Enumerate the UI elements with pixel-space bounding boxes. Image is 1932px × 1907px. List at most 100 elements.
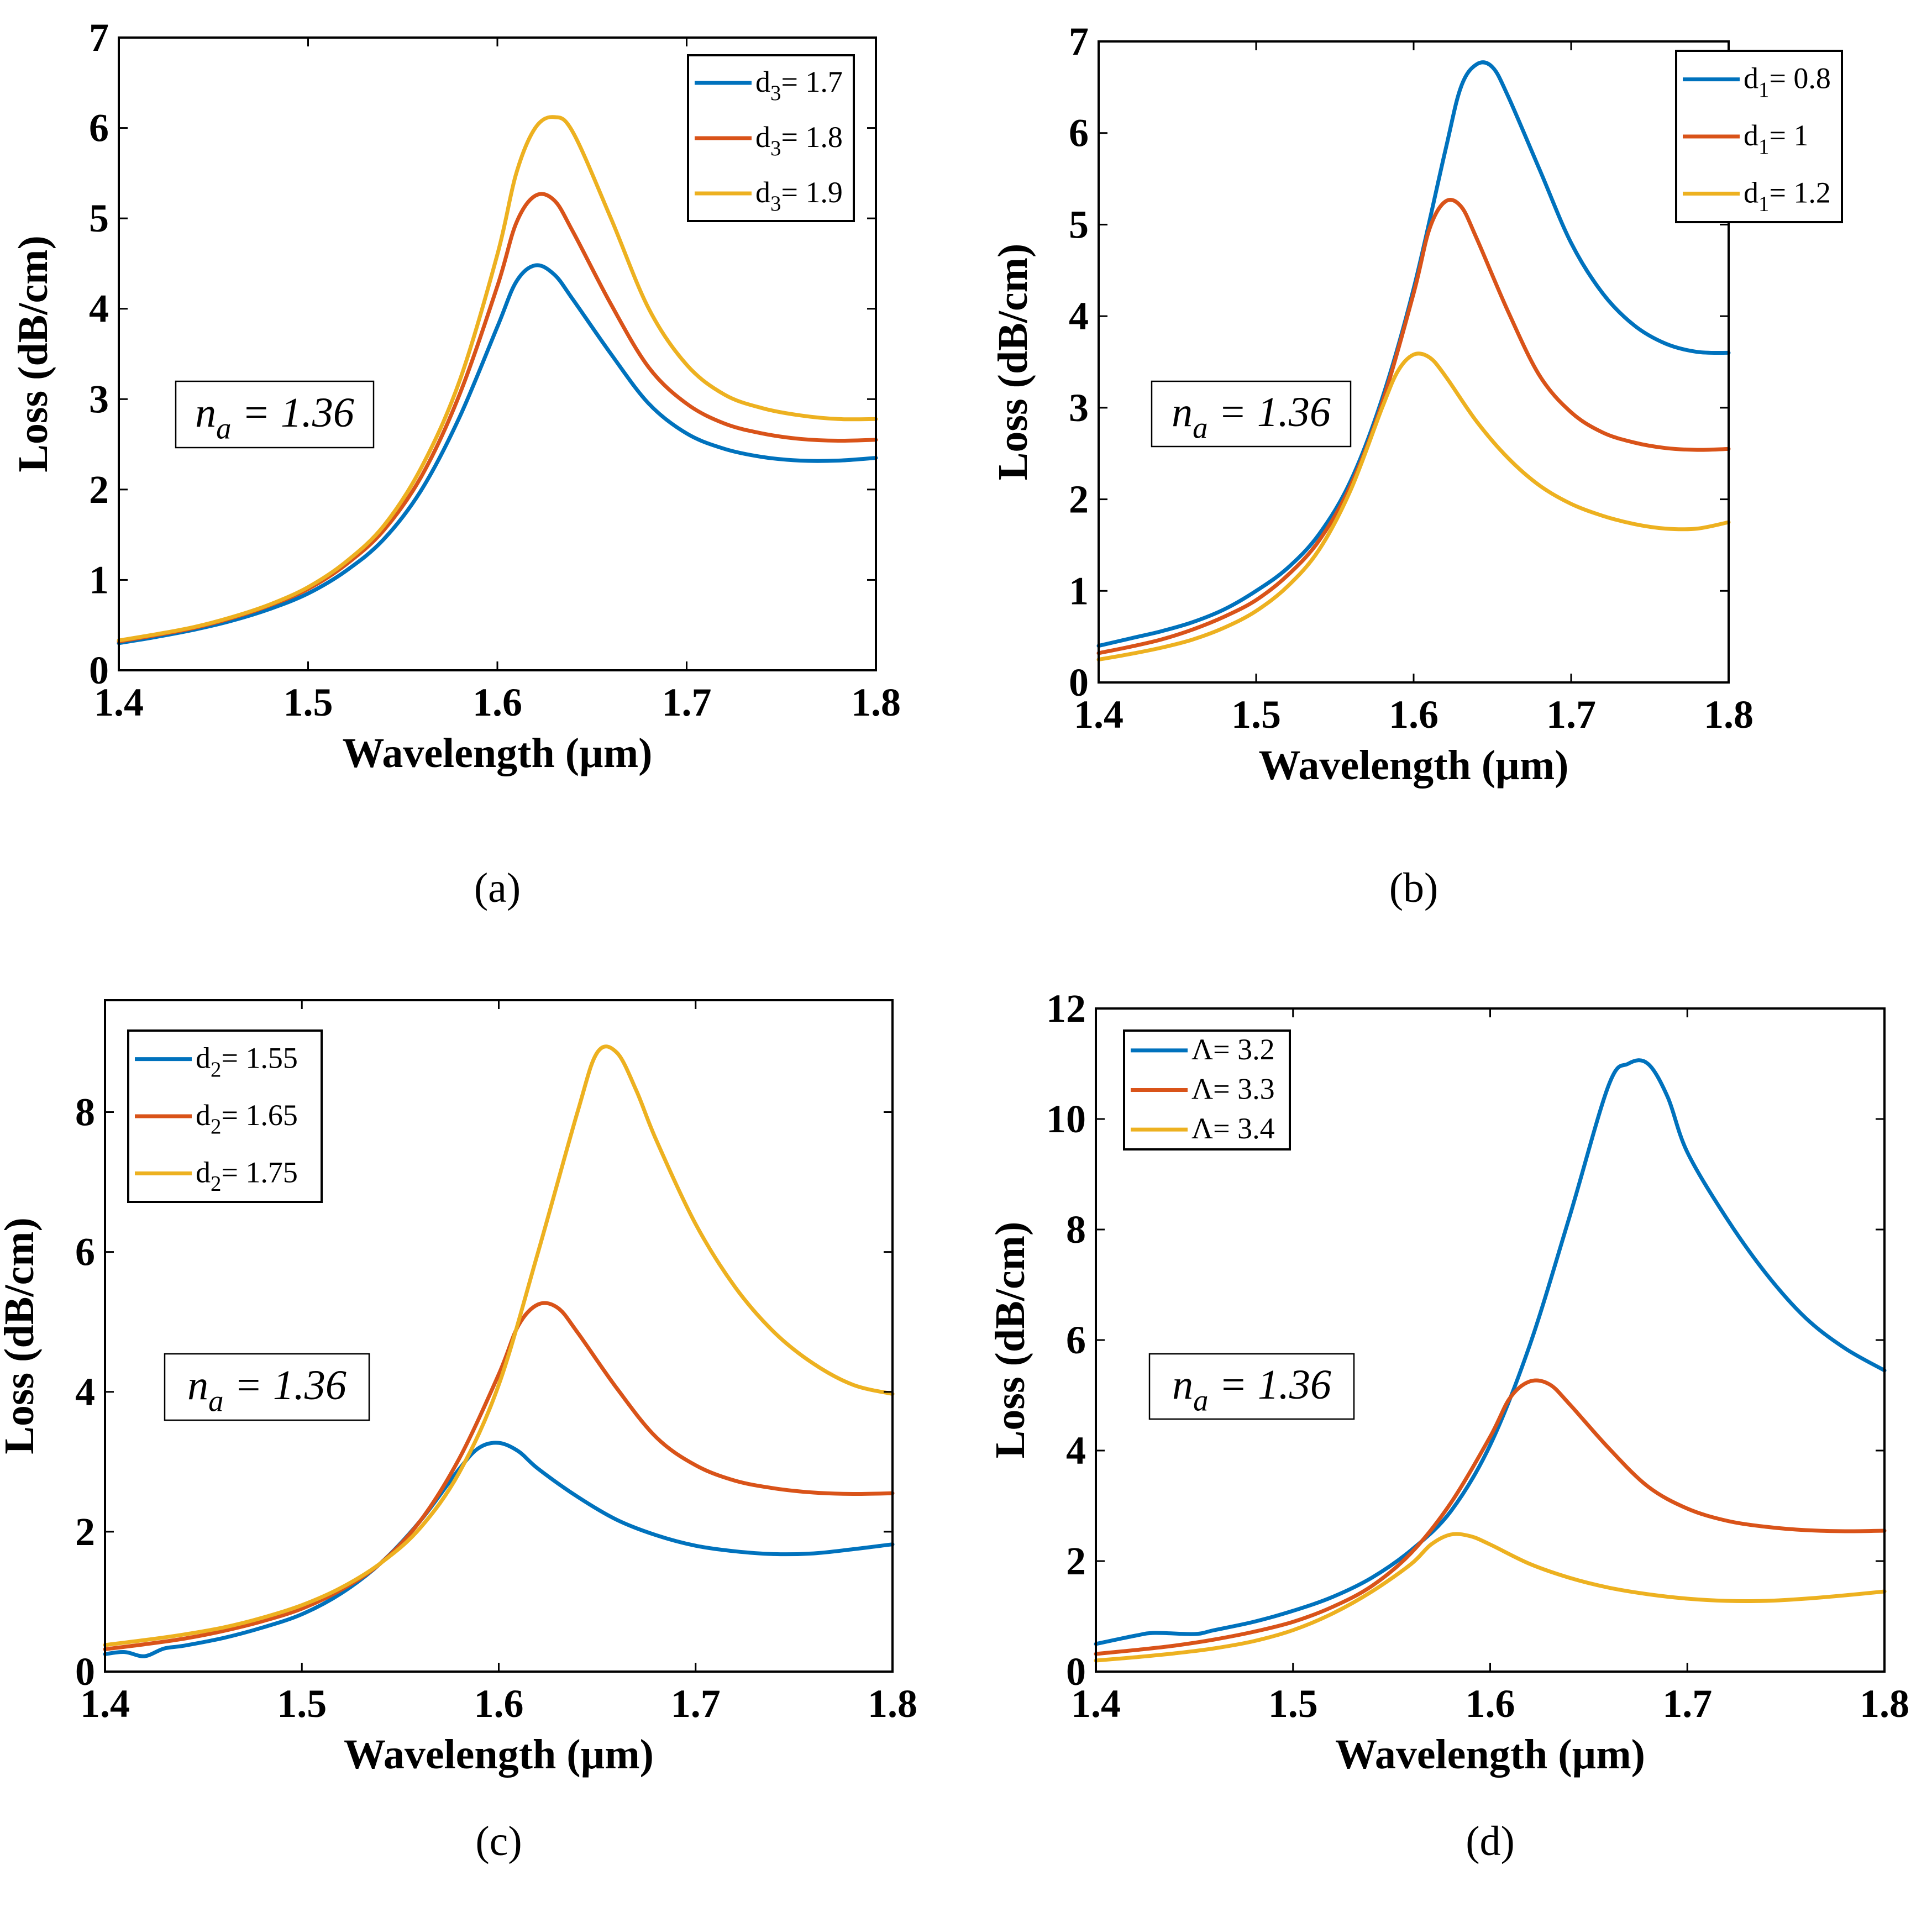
- x-tick-label: 1.7: [1662, 1682, 1712, 1726]
- y-tick-label: 2: [89, 467, 109, 512]
- legend-label-3-base: d: [755, 176, 770, 209]
- legend-label-2: d3= 1.8: [755, 120, 843, 160]
- annotation-text-base: n: [1172, 389, 1193, 435]
- y-tick-label: 5: [89, 196, 109, 240]
- legend-label-3-base: d: [1744, 176, 1758, 209]
- y-tick-label: 6: [1069, 111, 1089, 155]
- legend-label-3-base: d: [196, 1155, 211, 1189]
- legend-label-1-rest: = 1.55: [221, 1042, 297, 1075]
- series-line-3: [1096, 351, 1731, 662]
- legend-label-3-rest: = 1.75: [221, 1155, 297, 1189]
- legend-label-1-rest: = 0.8: [1769, 62, 1830, 95]
- x-tick-label: 1.6: [1389, 692, 1439, 737]
- legend-label-1: d3= 1.7: [755, 65, 843, 105]
- annotation-text-sub: a: [208, 1384, 223, 1417]
- x-tick-label: 1.4: [1074, 692, 1124, 737]
- x-tick-label: 1.6: [474, 1682, 524, 1726]
- y-tick-label: 1: [89, 558, 109, 602]
- x-axis-label: Wavelength (µm): [1335, 1731, 1645, 1778]
- y-tick-label: 3: [1069, 386, 1089, 430]
- legend-label-3-sub: 2: [211, 1171, 221, 1195]
- y-tick-label: 6: [89, 106, 109, 150]
- legend-label-1-rest: = 1.7: [781, 65, 842, 98]
- x-tick-label: 1.6: [473, 680, 522, 724]
- x-tick-label: 1.8: [1704, 692, 1754, 737]
- annotation-text: na = 1.36: [1172, 1362, 1331, 1417]
- legend-label-1-base: Λ= 3.2: [1191, 1033, 1275, 1066]
- x-tick-label: 1.8: [851, 680, 901, 724]
- legend-label-1: d1= 0.8: [1744, 62, 1831, 102]
- y-tick-label: 4: [75, 1370, 95, 1414]
- y-tick-label: 1: [1069, 569, 1089, 613]
- legend-label-1-sub: 1: [1758, 78, 1769, 102]
- y-tick-label: 5: [1069, 202, 1089, 246]
- legend-label-3: Λ= 3.4: [1191, 1112, 1275, 1145]
- legend-label-2: d2= 1.65: [196, 1099, 298, 1138]
- legend-label-2-rest: = 1: [1769, 119, 1808, 152]
- series-line-2: [1096, 198, 1731, 655]
- annotation-box: [1151, 380, 1352, 448]
- panel-b-chart: 1.4 1.5 1.6 1.7 1.8 0 1 2 3 4 5 6 7 Wavelength (µm) Lo…: [990, 19, 1843, 911]
- panel-label: (d): [1466, 1818, 1515, 1864]
- y-tick-label: 0: [75, 1649, 95, 1694]
- legend-label-3: d2= 1.75: [196, 1155, 298, 1195]
- legend-label-2-sub: 1: [1758, 135, 1769, 159]
- legend-label-2-sub: 3: [770, 136, 781, 160]
- legend-label-1-sub: 3: [770, 81, 781, 105]
- x-tick-label: 1.6: [1466, 1682, 1515, 1726]
- legend-label-1: d2= 1.55: [196, 1042, 298, 1081]
- legend-label-2-base: Λ= 3.3: [1191, 1073, 1275, 1106]
- y-tick-label: 4: [1066, 1428, 1086, 1473]
- panel-c-chart: 1.4 1.5 1.6 1.7 1.8 0 2 4 6 8 Wavelength (µm) Loss …: [0, 999, 917, 1864]
- y-tick-label: 4: [1069, 294, 1089, 338]
- y-tick-label: 0: [89, 648, 109, 692]
- legend-label-1: Λ= 3.2: [1191, 1033, 1275, 1066]
- y-tick-label: 3: [89, 377, 109, 421]
- annotation-text-sub: a: [216, 411, 231, 445]
- y-tick-label: 0: [1069, 660, 1089, 705]
- panel-label: (a): [474, 865, 521, 911]
- legend-label-2-sub: 2: [211, 1115, 221, 1138]
- legend-label-2-base: d: [1744, 119, 1758, 152]
- x-axis-label: Wavelength (µm): [344, 1731, 654, 1778]
- legend-label-1-base: d: [755, 65, 770, 98]
- legend-label-3-sub: 3: [770, 192, 781, 216]
- x-tick-label: 1.8: [868, 1682, 917, 1726]
- x-tick-label: 1.4: [94, 680, 144, 724]
- legend-label-1-base: d: [1744, 62, 1758, 95]
- series-line-1: [117, 263, 878, 645]
- annotation-box: [164, 1353, 370, 1421]
- y-tick-label: 2: [75, 1510, 95, 1554]
- y-axis-label: Loss (dB/cm): [987, 1222, 1033, 1459]
- legend-label-3-sub: 1: [1758, 192, 1769, 216]
- y-tick-label: 7: [89, 15, 109, 60]
- annotation-text-rest: = 1.36: [232, 390, 354, 436]
- series-line-1: [1094, 1058, 1887, 1646]
- y-tick-label: 10: [1046, 1097, 1086, 1141]
- y-tick-label: 12: [1046, 986, 1086, 1031]
- annotation-box: [1148, 1353, 1355, 1420]
- annotation-text: na = 1.36: [1172, 389, 1331, 444]
- x-tick-label: 1.8: [1860, 1682, 1909, 1726]
- annotation-box: [175, 380, 375, 449]
- x-tick-label: 1.5: [277, 1682, 327, 1726]
- legend-label-3-base: Λ= 3.4: [1191, 1112, 1275, 1145]
- legend-label-2-rest: = 1.65: [221, 1099, 297, 1132]
- series-line-3: [117, 115, 878, 643]
- annotation-text-base: n: [187, 1362, 208, 1409]
- legend-label-3: d3= 1.9: [755, 176, 843, 216]
- x-axis-label: Wavelength (µm): [343, 730, 653, 776]
- x-tick-label: 1.7: [1546, 692, 1596, 737]
- y-axis-label: Loss (dB/cm): [10, 235, 56, 472]
- legend-label-3: d1= 1.2: [1744, 176, 1831, 216]
- legend-label-1-base: d: [196, 1042, 211, 1075]
- annotation-text-rest: = 1.36: [1209, 1362, 1331, 1408]
- y-tick-label: 8: [1066, 1207, 1086, 1252]
- panel-a-chart: 1.4 1.5 1.6 1.7 1.8 0 1 2 3 4 5 6 7 Wavelength (µm) Lo…: [10, 15, 901, 911]
- x-axis-label: Wavelength (µm): [1259, 742, 1569, 789]
- legend-label-2-rest: = 1.8: [781, 120, 842, 154]
- legend-label-3-rest: = 1.9: [781, 176, 842, 209]
- legend-label-3-rest: = 1.2: [1769, 176, 1830, 209]
- x-tick-label: 1.7: [671, 1682, 721, 1726]
- x-tick-label: 1.4: [80, 1682, 130, 1726]
